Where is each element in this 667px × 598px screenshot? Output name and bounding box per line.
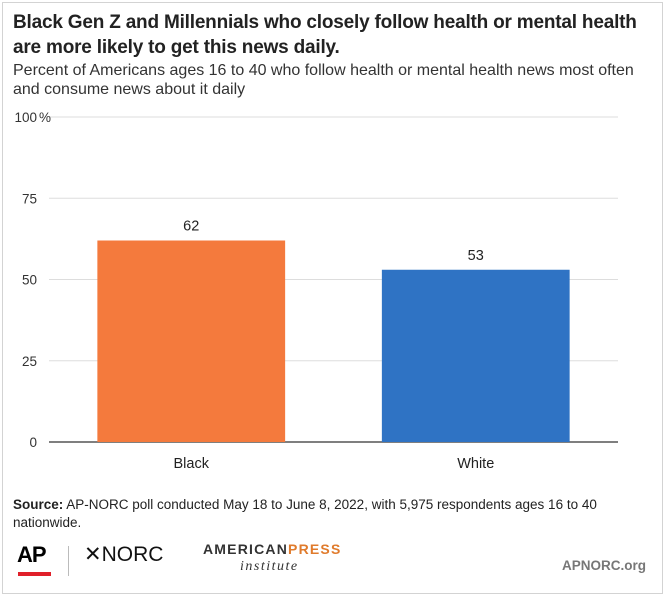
american-press-logo-part1: AMERICAN <box>203 541 289 557</box>
logo-separator <box>68 546 69 576</box>
norc-logo: ✕NORC <box>84 543 164 566</box>
ap-logo-underline <box>18 572 51 576</box>
y-tick-label: 50 <box>22 273 37 288</box>
y-tick-label: 75 <box>22 191 37 206</box>
x-tick-label: White <box>457 456 494 472</box>
bar-chart: 0 25 50 75 100% 62 Black 53 White <box>14 110 618 473</box>
y-tick-label: 0 <box>29 435 37 450</box>
data-label: 62 <box>183 219 199 235</box>
american-press-logo-part2: PRESS <box>288 541 342 557</box>
source-note: Source: AP-NORC poll conducted May 18 to… <box>13 496 653 532</box>
source-label: Source: <box>13 497 64 512</box>
bars <box>97 240 570 442</box>
chart-title: Black Gen Z and Millennials who closely … <box>13 12 637 58</box>
y-tick-label: 100 <box>14 110 37 125</box>
y-tick-label: 25 <box>22 354 37 369</box>
source-text: AP-NORC poll conducted May 18 to June 8,… <box>13 497 597 530</box>
data-label: 53 <box>468 248 484 264</box>
institute-logo-text: institute <box>240 559 299 574</box>
american-press-logo: AMERICANPRESS <box>203 541 342 557</box>
x-tick-label: Black <box>174 456 210 472</box>
y-tick-suffix: % <box>39 110 51 125</box>
labels: 62 Black 53 White <box>174 219 495 473</box>
ap-logo: AP <box>17 542 47 567</box>
site-url: APNORC.org <box>562 558 646 573</box>
bar-black <box>97 240 286 442</box>
y-axis-ticks: 0 25 50 75 100% <box>14 110 51 450</box>
chart-subtitle: Percent of Americans ages 16 to 40 who f… <box>13 62 634 98</box>
bar-white <box>381 269 570 442</box>
